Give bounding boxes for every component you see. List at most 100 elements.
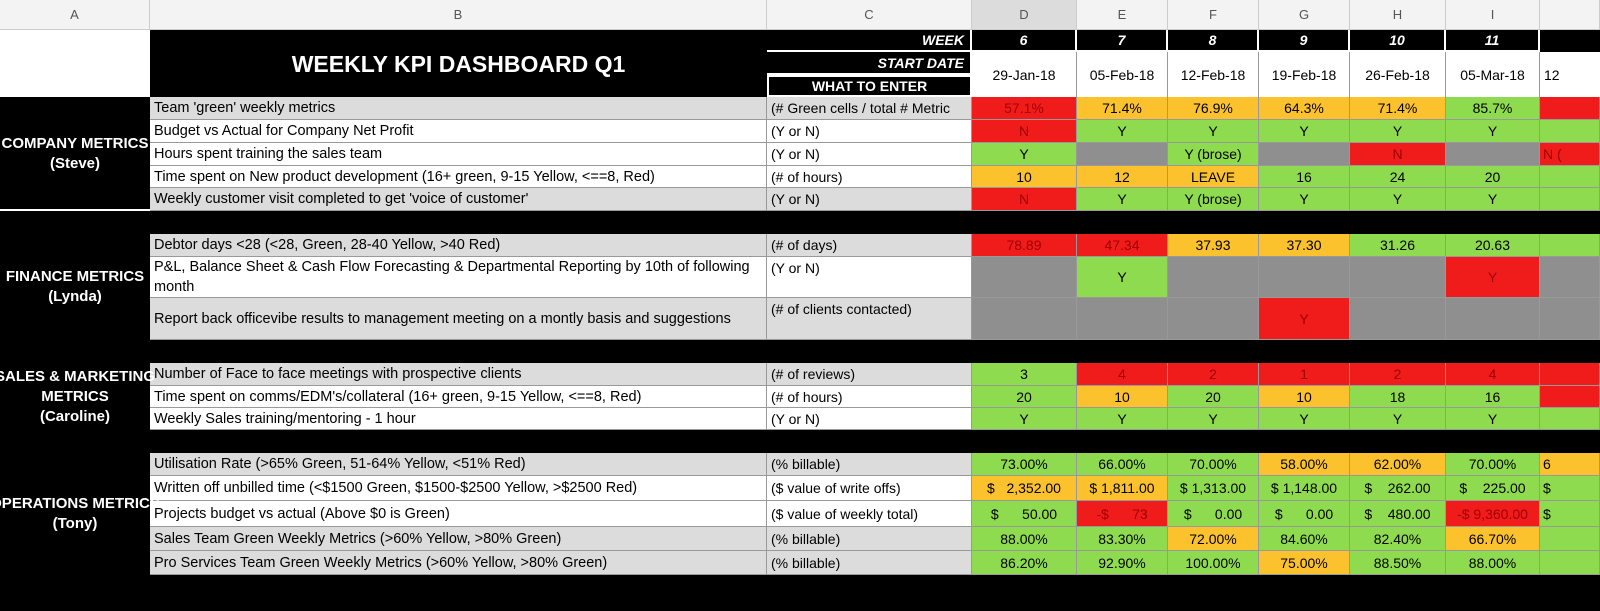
kpi-cell: Y <box>1259 408 1350 430</box>
kpi-cell: 16 <box>1259 166 1350 188</box>
metric-name: Number of Face to face meetings with pro… <box>150 363 767 386</box>
metric-name: Sales Team Green Weekly Metrics (>60% Ye… <box>150 527 767 551</box>
kpi-cell <box>972 298 1077 340</box>
metric-name: Pro Services Team Green Weekly Metrics (… <box>150 551 767 575</box>
kpi-cell: $ 480.00 <box>1350 501 1446 527</box>
entry-type: (# of reviews) <box>767 363 972 386</box>
kpi-cell: 64.3% <box>1259 97 1350 120</box>
column-header: F <box>1168 0 1259 30</box>
kpi-cell: 86.20% <box>972 551 1077 575</box>
kpi-cell: 75.00% <box>1259 551 1350 575</box>
kpi-cell <box>1540 166 1600 188</box>
kpi-cell: 71.4% <box>1077 97 1168 120</box>
kpi-cell: 66.70% <box>1446 527 1540 551</box>
column-header: A <box>0 0 150 30</box>
section-label-line: (Tony) <box>52 515 98 532</box>
kpi-cell: 92.90% <box>1077 551 1168 575</box>
kpi-cell: 100.00% <box>1168 551 1259 575</box>
start-date-label: START DATE <box>767 52 972 75</box>
kpi-cell <box>1168 257 1259 298</box>
kpi-cell: Y <box>1446 120 1540 143</box>
column-header: H <box>1350 0 1446 30</box>
entry-type: (% billable) <box>767 453 972 476</box>
section-label: SALES & MARKETING METRICS (Caroline) <box>0 363 155 430</box>
metric-name: Written off unbilled time (<$1500 Green,… <box>150 476 767 501</box>
kpi-cell <box>1540 386 1600 408</box>
kpi-cell: -$ 73 <box>1077 501 1168 527</box>
start-date: 29-Jan-18 <box>972 52 1077 97</box>
kpi-cell <box>1540 363 1600 386</box>
week-number: 10 <box>1350 30 1446 52</box>
column-header: E <box>1077 0 1168 30</box>
kpi-cell: $ 50.00 <box>972 501 1077 527</box>
kpi-cell: 10 <box>1259 386 1350 408</box>
kpi-cell: $ 1,811.00 <box>1077 476 1168 501</box>
kpi-cell: $ <box>1540 476 1600 501</box>
section-label: COMPANY METRICS (Steve) <box>0 97 150 211</box>
entry-type: (Y or N) <box>767 257 972 298</box>
start-date: 12 <box>1540 52 1600 97</box>
kpi-cell: 62.00% <box>1350 453 1446 476</box>
column-header <box>1540 0 1600 30</box>
kpi-cell: 57.1% <box>972 97 1077 120</box>
kpi-cell <box>1540 298 1600 340</box>
kpi-cell: 76.9% <box>1168 97 1259 120</box>
kpi-cell <box>1540 551 1600 575</box>
section-label-line: METRICS <box>41 387 109 405</box>
kpi-cell: 2 <box>1350 363 1446 386</box>
kpi-cell: 70.00% <box>1446 453 1540 476</box>
kpi-cell <box>1259 257 1350 298</box>
kpi-cell: 12 <box>1077 166 1168 188</box>
column-header: B <box>150 0 767 30</box>
metric-name: Time spent on New product development (1… <box>150 166 767 188</box>
entry-type: (# of hours) <box>767 166 972 188</box>
kpi-cell: 2 <box>1168 363 1259 386</box>
kpi-cell: N <box>1350 143 1446 166</box>
kpi-cell: Y <box>1446 188 1540 211</box>
kpi-cell: Y <box>972 143 1077 166</box>
section-label-line: FINANCE METRICS <box>5 268 145 285</box>
kpi-cell <box>1446 143 1540 166</box>
kpi-cell: Y (brose) <box>1168 188 1259 211</box>
kpi-cell: 20 <box>972 386 1077 408</box>
column-header: C <box>767 0 972 30</box>
kpi-cell: 88.00% <box>1446 551 1540 575</box>
kpi-cell <box>1540 120 1600 143</box>
kpi-cell: 47.34 <box>1077 234 1168 257</box>
kpi-cell: Y <box>972 408 1077 430</box>
kpi-cell: LEAVE <box>1168 166 1259 188</box>
kpi-cell: 88.50% <box>1350 551 1446 575</box>
kpi-cell <box>1540 188 1600 211</box>
metric-name: Hours spent training the sales team <box>150 143 767 166</box>
week-number: 11 <box>1446 30 1540 52</box>
kpi-cell: 84.60% <box>1259 527 1350 551</box>
section-label-line: (Lynda) <box>48 288 102 305</box>
kpi-cell: 4 <box>1446 363 1540 386</box>
kpi-cell: 16 <box>1446 386 1540 408</box>
entry-type: (# of hours) <box>767 386 972 408</box>
column-header: I <box>1446 0 1540 30</box>
kpi-cell: Y <box>1077 408 1168 430</box>
title-cell: WEEKLY KPI DASHBOARD Q1 <box>150 30 767 97</box>
metric-name: Report back officevibe results to manage… <box>150 298 767 340</box>
kpi-cell: $ 225.00 <box>1446 476 1540 501</box>
kpi-cell: $ 0.00 <box>1168 501 1259 527</box>
entry-type: (% billable) <box>767 551 972 575</box>
kpi-cell: Y <box>1350 188 1446 211</box>
kpi-cell <box>1259 143 1350 166</box>
what-to-enter-label: WHAT TO ENTER <box>767 75 972 97</box>
divider <box>0 209 150 211</box>
week-label: WEEK <box>767 30 972 52</box>
metric-name: Utilisation Rate (>65% Green, 51-64% Yel… <box>150 453 767 476</box>
kpi-cell: $ 262.00 <box>1350 476 1446 501</box>
kpi-cell: 20.63 <box>1446 234 1540 257</box>
week-number: 7 <box>1077 30 1168 52</box>
section-label-line: SALES & MARKETING <box>0 367 156 385</box>
section-label-line: (Steve) <box>49 155 101 172</box>
entry-type: (# of days) <box>767 234 972 257</box>
kpi-cell: N <box>972 188 1077 211</box>
kpi-cell: 24 <box>1350 166 1446 188</box>
kpi-cell <box>1540 234 1600 257</box>
week-number: 6 <box>972 30 1077 52</box>
